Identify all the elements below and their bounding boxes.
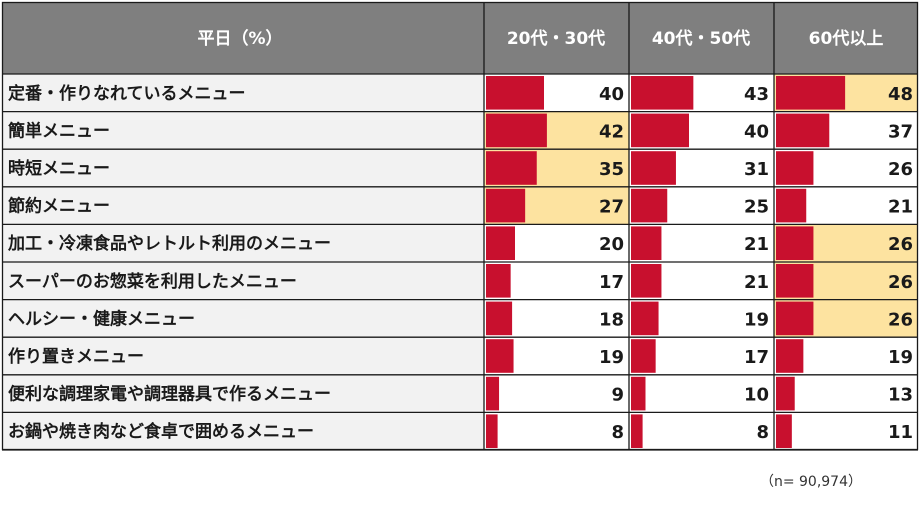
row-label: 簡単メニュー	[7, 120, 110, 141]
data-label-60s-plus: 21	[888, 197, 913, 218]
data-label-20s-30s: 42	[599, 121, 624, 142]
row-label-cell	[2, 111, 484, 150]
bar-60s-plus	[776, 226, 814, 260]
bar-60s-plus	[776, 301, 814, 336]
bar-20s-30s	[486, 339, 514, 373]
column-header-60s-plus: 60代以上	[809, 28, 884, 49]
bar-60s-plus	[776, 376, 795, 411]
data-label-20s-30s: 19	[599, 347, 624, 368]
data-label-40s-50s: 21	[744, 234, 769, 255]
bar-20s-30s	[486, 414, 498, 448]
data-label-20s-30s: 40	[599, 84, 624, 105]
bar-20s-30s	[486, 151, 537, 185]
value-cell	[629, 412, 774, 450]
data-label-40s-50s: 21	[744, 272, 769, 293]
bar-60s-plus	[776, 414, 792, 448]
bar-40s-50s	[631, 151, 676, 185]
bar-20s-30s	[486, 376, 500, 411]
bar-60s-plus	[776, 151, 814, 185]
data-label-60s-plus: 26	[888, 159, 913, 180]
data-label-60s-plus: 37	[888, 121, 913, 142]
row-label-cell	[2, 374, 484, 413]
bar-40s-50s	[631, 301, 659, 336]
bar-60s-plus	[776, 264, 814, 298]
bar-40s-50s	[631, 226, 662, 260]
data-label-20s-30s: 35	[599, 159, 624, 180]
bar-60s-plus	[776, 188, 807, 223]
data-label-20s-30s: 8	[611, 422, 624, 443]
row-label-cell	[2, 186, 484, 225]
bar-20s-30s	[486, 226, 515, 260]
bar-60s-plus	[776, 113, 830, 148]
row-label-cell	[2, 337, 484, 375]
value-cell	[484, 412, 629, 450]
bar-40s-50s	[631, 339, 656, 373]
data-label-40s-50s: 17	[744, 347, 769, 368]
data-label-40s-50s: 25	[744, 197, 769, 218]
value-cell	[484, 374, 629, 413]
bar-40s-50s	[631, 76, 694, 110]
value-cell	[774, 412, 918, 450]
bar-40s-50s	[631, 376, 646, 411]
row-label-cell	[2, 412, 484, 450]
bar-20s-30s	[486, 76, 544, 110]
bar-60s-plus	[776, 76, 846, 110]
data-label-20s-30s: 27	[599, 197, 624, 218]
row-label: ヘルシー・健康メニュー	[8, 308, 195, 329]
bar-20s-30s	[486, 188, 526, 223]
data-label-20s-30s: 20	[599, 234, 624, 255]
row-label: 加工・冷凍食品やレトルト利用のメニュー	[7, 233, 331, 254]
data-label-60s-plus: 26	[888, 272, 913, 293]
column-header-20s-30s: 20代・30代	[507, 28, 605, 49]
header-background	[2, 2, 918, 74]
bar-40s-50s	[631, 113, 689, 148]
data-label-20s-30s: 18	[599, 309, 624, 330]
row-label: お鍋や焼き肉など食卓で囲めるメニュー	[8, 421, 314, 442]
row-label-cell	[2, 74, 484, 112]
data-label-40s-50s: 43	[744, 84, 769, 105]
data-label-40s-50s: 31	[744, 159, 769, 180]
data-label-60s-plus: 13	[888, 385, 913, 406]
bar-40s-50s	[631, 414, 643, 448]
bar-60s-plus	[776, 339, 804, 373]
column-header-40s-50s: 40代・50代	[652, 28, 750, 49]
row-label-cell	[2, 262, 484, 300]
data-label-20s-30s: 9	[611, 385, 624, 406]
value-cell	[629, 374, 774, 413]
row-label: 便利な調理家電や調理器具で作るメニュー	[8, 384, 331, 405]
table-title: 平日（%）	[197, 28, 282, 49]
data-label-60s-plus: 11	[888, 422, 913, 443]
bar-20s-30s	[486, 113, 547, 148]
value-cell	[774, 374, 918, 413]
data-label-60s-plus: 48	[888, 84, 913, 105]
data-label-40s-50s: 8	[756, 422, 769, 443]
row-label-cell	[2, 224, 484, 262]
bar-40s-50s	[631, 264, 662, 298]
row-label: 作り置きメニュー	[8, 346, 144, 367]
row-label-cell	[2, 149, 484, 187]
bar-20s-30s	[486, 301, 513, 336]
sample-size-note: （n= 90,974）	[760, 474, 862, 490]
data-label-20s-30s: 17	[599, 272, 624, 293]
row-label: 時短メニュー	[8, 158, 110, 179]
data-label-40s-50s: 10	[744, 385, 769, 406]
row-label: スーパーのお惣菜を利用したメニュー	[8, 271, 297, 292]
data-label-60s-plus: 19	[888, 347, 913, 368]
data-label-60s-plus: 26	[888, 309, 913, 330]
row-label-cell	[2, 299, 484, 338]
bar-40s-50s	[631, 188, 668, 223]
data-label-40s-50s: 19	[744, 309, 769, 330]
row-label: 節約メニュー	[7, 196, 110, 217]
data-label-40s-50s: 40	[744, 121, 769, 142]
row-label: 定番・作りなれているメニュー	[8, 83, 246, 104]
bar-20s-30s	[486, 264, 511, 298]
data-label-60s-plus: 26	[888, 234, 913, 255]
